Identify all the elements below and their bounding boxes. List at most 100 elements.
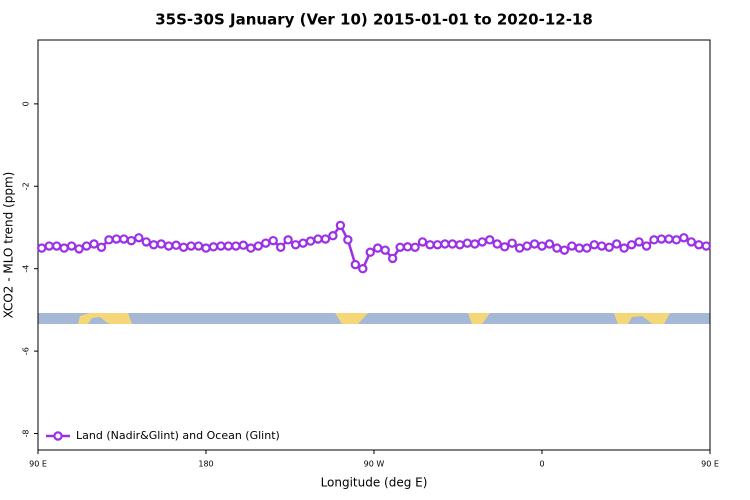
x-tick-label: 180 (198, 460, 213, 469)
data-point (350, 259, 361, 270)
data-point (141, 237, 151, 247)
data-point (387, 253, 398, 264)
data-point (574, 243, 585, 253)
data-point (440, 239, 450, 249)
data-point (597, 241, 607, 251)
data-point (149, 240, 159, 250)
data-point (552, 243, 562, 253)
data-point (641, 241, 652, 251)
data-point (425, 240, 435, 250)
y-tick-label: 0 (22, 101, 31, 106)
legend-marker (53, 431, 63, 441)
data-point (343, 235, 353, 245)
data-point (96, 242, 107, 252)
data-point (223, 241, 234, 251)
data-point (417, 237, 428, 247)
y-tick-label: -4 (22, 265, 31, 273)
data-point (567, 241, 577, 251)
data-point (111, 234, 122, 244)
data-point (283, 235, 293, 245)
y-tick-label: -2 (22, 182, 31, 190)
data-point (171, 240, 181, 250)
data-point (328, 231, 338, 241)
data-point (410, 242, 420, 252)
data-point (298, 238, 308, 248)
data-point (134, 233, 144, 243)
data-point (44, 241, 54, 251)
x-tick-label: 90 W (364, 460, 385, 469)
data-point (507, 238, 517, 248)
data-point (66, 241, 77, 251)
data-point (201, 243, 211, 253)
legend-label: Land (Nadir&Glint) and Ocean (Glint) (76, 429, 280, 442)
data-point (156, 239, 166, 249)
data-point (634, 237, 644, 247)
data-point (268, 235, 278, 246)
data-point (455, 240, 465, 250)
data-point (626, 240, 637, 250)
map-strip (38, 313, 710, 324)
data-point (544, 239, 555, 249)
x-tick-label: 90 E (29, 460, 47, 469)
data-point (290, 240, 301, 250)
data-point (380, 245, 390, 255)
y-axis-label: XCO2 - MLO trend (ppm) (2, 172, 16, 319)
data-point (126, 235, 137, 246)
data-point (582, 243, 592, 253)
data-point (395, 242, 405, 252)
data-point (37, 243, 47, 253)
data-point (604, 242, 614, 252)
data-point (611, 239, 622, 249)
data-point (335, 220, 346, 231)
data-point (537, 241, 547, 251)
data-point (313, 234, 323, 244)
x-tick-label: 90 E (701, 460, 719, 469)
data-point (253, 241, 263, 251)
data-point (701, 241, 711, 251)
data-point (104, 235, 114, 245)
data-point (432, 240, 443, 250)
data-point (89, 239, 99, 249)
data-point (238, 240, 249, 250)
y-tick-label: -8 (22, 430, 31, 438)
data-point (559, 245, 570, 255)
data-point (163, 241, 174, 251)
data-point (358, 263, 368, 274)
data-point (261, 238, 271, 248)
data-point (664, 234, 674, 244)
data-point (246, 243, 256, 253)
data-point (619, 243, 629, 253)
data-point (656, 234, 667, 244)
data-point (231, 241, 241, 251)
data-point (671, 235, 682, 245)
y-tick-label: -6 (22, 347, 31, 355)
chart-title: 35S-30S January (Ver 10) 2015-01-01 to 2… (155, 11, 593, 29)
data-point (529, 239, 540, 249)
data-point (119, 234, 129, 244)
data-point (178, 242, 189, 252)
data-point (216, 241, 226, 251)
data-point (470, 239, 480, 249)
data-point (686, 237, 697, 247)
data-point (305, 236, 316, 246)
data-point (59, 243, 69, 253)
data-point (485, 235, 495, 245)
data-point (81, 241, 92, 251)
data-point (186, 241, 196, 251)
data-point (514, 243, 525, 253)
data-point (462, 238, 473, 248)
x-tick-label: 0 (539, 460, 544, 469)
x-axis-label: Longitude (deg E) (321, 476, 428, 490)
data-point (402, 242, 413, 252)
data-point (373, 243, 383, 253)
data-point (320, 234, 331, 244)
data-point (51, 241, 62, 251)
data-point (74, 244, 84, 254)
data-point (447, 239, 458, 249)
data-point (208, 242, 219, 252)
data-point (193, 241, 204, 251)
data-point (365, 247, 375, 257)
data-point (499, 242, 510, 252)
data-point (589, 240, 599, 250)
